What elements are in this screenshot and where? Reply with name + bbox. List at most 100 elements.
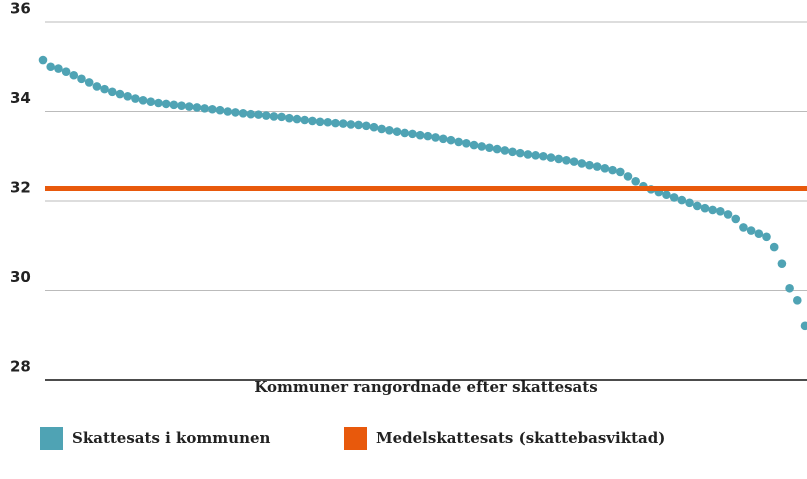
point xyxy=(38,55,48,65)
point xyxy=(292,114,302,124)
point xyxy=(423,131,433,141)
point xyxy=(92,82,102,91)
point xyxy=(154,98,163,108)
point xyxy=(800,321,807,331)
point xyxy=(677,195,687,205)
point xyxy=(523,150,533,159)
point xyxy=(131,94,140,103)
point xyxy=(369,122,379,132)
y-tick-label: 30 xyxy=(10,268,31,286)
point xyxy=(615,167,625,177)
point xyxy=(408,129,417,139)
point xyxy=(161,99,171,109)
point xyxy=(215,105,225,115)
point xyxy=(739,223,748,232)
point xyxy=(115,89,125,99)
point xyxy=(716,206,725,216)
point xyxy=(415,130,425,140)
point xyxy=(400,128,410,138)
point xyxy=(569,157,579,166)
legend-swatch xyxy=(344,427,367,450)
point xyxy=(485,143,494,153)
point xyxy=(177,101,186,110)
point xyxy=(692,201,702,211)
point xyxy=(600,164,610,173)
point xyxy=(331,118,340,128)
point xyxy=(539,151,548,161)
point xyxy=(546,153,556,162)
point xyxy=(46,62,55,72)
y-tick-label: 34 xyxy=(10,89,31,107)
point xyxy=(477,142,487,151)
point xyxy=(69,70,79,80)
point xyxy=(577,159,587,168)
point xyxy=(731,214,741,224)
legend-swatch xyxy=(40,427,63,450)
point xyxy=(785,283,794,293)
point xyxy=(446,135,456,145)
point xyxy=(200,104,209,113)
point xyxy=(300,115,309,125)
point xyxy=(261,111,271,120)
point xyxy=(138,96,148,105)
point xyxy=(708,205,717,215)
point xyxy=(562,155,571,165)
y-tick-label: 28 xyxy=(10,358,31,376)
point xyxy=(308,116,317,126)
point xyxy=(246,109,256,119)
point xyxy=(777,259,787,268)
point xyxy=(531,151,540,160)
point xyxy=(631,177,640,186)
point xyxy=(107,87,117,97)
point xyxy=(238,108,248,118)
point xyxy=(208,104,217,114)
point xyxy=(746,226,756,235)
x-axis-label: Kommuner rangordnade efter skattesats xyxy=(254,378,597,396)
point xyxy=(608,165,617,175)
point xyxy=(77,74,86,84)
point xyxy=(361,121,371,131)
point xyxy=(323,117,333,127)
point xyxy=(623,172,633,181)
point xyxy=(223,107,233,116)
point xyxy=(392,127,402,136)
point xyxy=(438,134,448,144)
y-tick-label: 36 xyxy=(10,0,31,18)
point xyxy=(662,190,671,200)
point xyxy=(54,64,63,73)
point xyxy=(585,160,594,170)
point xyxy=(338,119,348,128)
y-tick-label: 32 xyxy=(10,179,31,197)
point xyxy=(269,112,279,121)
point xyxy=(592,162,602,171)
point xyxy=(192,103,202,112)
point xyxy=(377,124,386,134)
legend-label: Skattesats i kommunen xyxy=(72,429,271,447)
point xyxy=(793,296,802,305)
point xyxy=(231,108,240,117)
point xyxy=(146,97,156,106)
point xyxy=(492,144,502,154)
point xyxy=(354,120,363,130)
point xyxy=(685,198,694,208)
point xyxy=(762,232,771,242)
point xyxy=(462,138,471,148)
point xyxy=(754,229,764,238)
point xyxy=(84,78,94,87)
point xyxy=(277,112,286,122)
point xyxy=(769,242,779,252)
point xyxy=(723,210,733,219)
point xyxy=(454,137,463,147)
point xyxy=(515,148,525,158)
point xyxy=(554,154,563,164)
point xyxy=(385,125,394,135)
point xyxy=(100,84,109,94)
point xyxy=(315,117,325,127)
point xyxy=(184,102,194,111)
point xyxy=(469,140,479,150)
point xyxy=(700,203,710,213)
point xyxy=(61,67,71,76)
point xyxy=(285,113,294,123)
point xyxy=(500,146,510,155)
